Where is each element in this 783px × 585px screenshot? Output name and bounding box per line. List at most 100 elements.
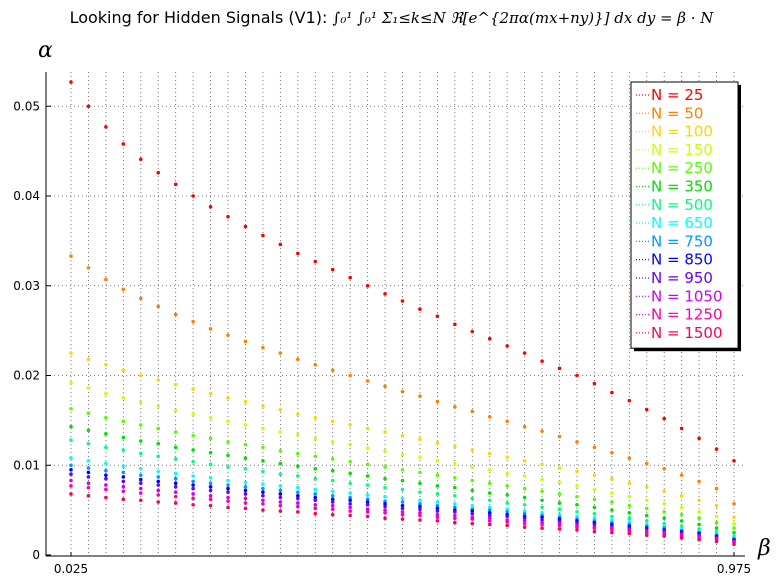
data-point bbox=[121, 435, 126, 440]
data-point bbox=[487, 498, 492, 503]
data-point bbox=[278, 495, 283, 500]
data-point bbox=[226, 214, 230, 219]
data-point bbox=[627, 531, 632, 536]
data-point bbox=[104, 487, 108, 492]
data-point bbox=[86, 493, 91, 498]
data-point bbox=[138, 491, 143, 495]
data-point bbox=[470, 521, 475, 526]
data-point bbox=[662, 516, 667, 521]
data-point bbox=[313, 467, 318, 471]
data-point bbox=[330, 500, 335, 504]
data-point bbox=[69, 492, 73, 496]
data-point bbox=[191, 479, 195, 484]
data-point bbox=[261, 502, 265, 506]
data-point bbox=[278, 472, 283, 477]
data-point bbox=[208, 327, 213, 331]
data-point bbox=[644, 498, 649, 503]
x-tick-label: 0.025 bbox=[54, 562, 88, 576]
data-point bbox=[243, 224, 248, 229]
data-point bbox=[348, 442, 352, 447]
data-point bbox=[435, 484, 440, 488]
data-point bbox=[330, 503, 335, 508]
data-point bbox=[191, 448, 195, 452]
data-point bbox=[662, 521, 667, 526]
data-point bbox=[173, 382, 178, 387]
data-point bbox=[679, 505, 684, 510]
data-point bbox=[627, 503, 632, 508]
data-point bbox=[540, 522, 544, 527]
data-point bbox=[330, 478, 335, 483]
data-point bbox=[714, 539, 719, 544]
legend-entry: N = 25 bbox=[651, 86, 703, 104]
data-point bbox=[453, 493, 457, 498]
data-point bbox=[418, 307, 422, 311]
data-point bbox=[296, 451, 300, 456]
data-point bbox=[540, 515, 544, 520]
data-point bbox=[121, 479, 126, 484]
data-point bbox=[261, 345, 265, 350]
data-point bbox=[121, 396, 126, 400]
data-point bbox=[592, 473, 597, 477]
data-point bbox=[644, 530, 649, 535]
data-point bbox=[540, 518, 544, 522]
data-point bbox=[208, 493, 213, 498]
data-point bbox=[156, 469, 161, 474]
data-point bbox=[453, 516, 457, 521]
data-point bbox=[592, 511, 597, 516]
data-point bbox=[69, 472, 73, 477]
data-point bbox=[348, 491, 352, 495]
data-point bbox=[173, 445, 178, 450]
data-point bbox=[191, 483, 195, 487]
data-point bbox=[487, 522, 492, 527]
data-point bbox=[418, 513, 422, 518]
data-point bbox=[226, 396, 230, 400]
data-point bbox=[714, 447, 719, 451]
data-point bbox=[138, 477, 143, 482]
data-point bbox=[330, 507, 335, 512]
data-point bbox=[592, 529, 597, 534]
data-point bbox=[575, 373, 579, 378]
data-point bbox=[348, 495, 352, 500]
data-point bbox=[365, 510, 370, 514]
data-point bbox=[156, 404, 161, 408]
data-point bbox=[592, 505, 597, 510]
data-point bbox=[296, 510, 300, 514]
data-point bbox=[121, 484, 126, 489]
data-point bbox=[557, 512, 562, 517]
data-point bbox=[540, 489, 544, 494]
data-point bbox=[679, 536, 684, 540]
data-point bbox=[243, 399, 248, 404]
data-point bbox=[383, 485, 387, 490]
data-point bbox=[435, 503, 440, 508]
data-point bbox=[278, 407, 283, 412]
data-point bbox=[138, 439, 143, 443]
data-point bbox=[453, 444, 457, 449]
data-point bbox=[400, 299, 405, 303]
data-point bbox=[86, 466, 91, 470]
data-point bbox=[732, 458, 736, 463]
data-point bbox=[69, 463, 73, 468]
data-point bbox=[104, 473, 108, 477]
data-point bbox=[208, 436, 213, 441]
data-point bbox=[505, 510, 509, 514]
data-point bbox=[348, 373, 352, 378]
data-point bbox=[505, 519, 509, 524]
data-point bbox=[313, 259, 318, 264]
data-point bbox=[453, 485, 457, 490]
data-point bbox=[383, 449, 387, 453]
data-point bbox=[348, 275, 352, 280]
data-point bbox=[86, 104, 91, 109]
data-point bbox=[208, 481, 213, 486]
data-point bbox=[313, 436, 318, 441]
data-point bbox=[383, 384, 387, 389]
data-point bbox=[313, 415, 318, 420]
data-point bbox=[610, 476, 614, 481]
data-point bbox=[191, 474, 195, 478]
data-point bbox=[540, 429, 544, 433]
data-point bbox=[487, 513, 492, 518]
data-point bbox=[156, 493, 161, 497]
data-point bbox=[522, 486, 527, 491]
data-point bbox=[505, 493, 509, 497]
data-point bbox=[86, 485, 91, 490]
data-point bbox=[592, 487, 597, 492]
